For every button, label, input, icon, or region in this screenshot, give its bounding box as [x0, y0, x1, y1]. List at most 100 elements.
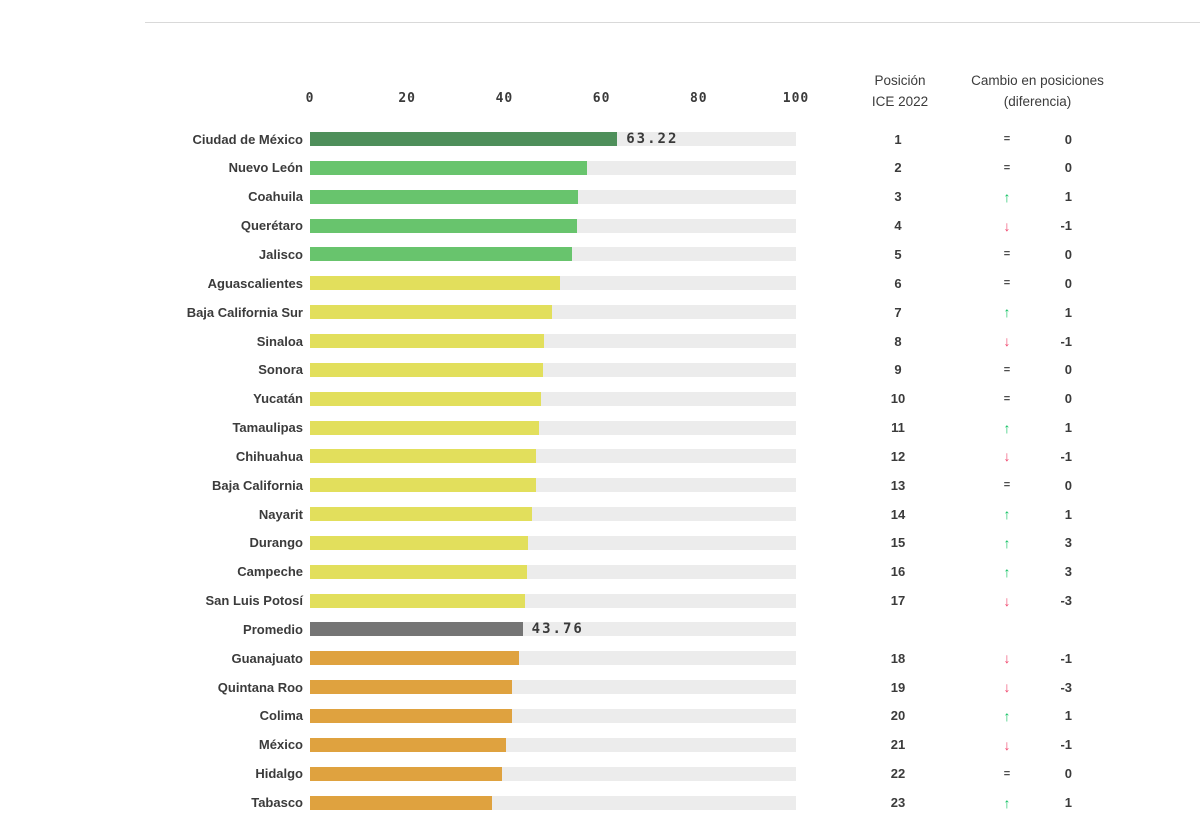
change-value: 0: [1064, 246, 1072, 262]
chart-row: Nuevo León 2 = 0: [0, 154, 1200, 183]
chart-row: Baja California 13 = 0: [0, 471, 1200, 500]
state-label: Promedio: [243, 621, 303, 637]
change-direction-icon: =: [1003, 767, 1011, 780]
chart-row: Guanajuato 18 ↓ -1: [0, 644, 1200, 673]
position-value: 17: [890, 593, 906, 609]
state-label: México: [258, 737, 303, 753]
bar-fill[interactable]: [310, 651, 520, 666]
position-value: 15: [890, 535, 906, 551]
position-value: 9: [894, 362, 902, 378]
chart-row: Quintana Roo 19 ↓ -3: [0, 673, 1200, 702]
change-header-line1: Cambio en posiciones: [971, 73, 1104, 88]
bar-track: [310, 680, 796, 695]
chart-row: Ciudad de México 63.22 1 = 0: [0, 125, 1200, 154]
bar-fill[interactable]: [310, 478, 536, 493]
bar-track: [310, 766, 796, 781]
change-direction-icon: =: [1003, 363, 1011, 376]
change-value: 3: [1064, 535, 1072, 551]
bar-track: [310, 564, 796, 579]
state-label: Querétaro: [240, 218, 303, 234]
change-direction-icon: ↑: [1003, 419, 1011, 436]
bar-fill[interactable]: [310, 737, 506, 752]
axis-tick-label: 60: [592, 91, 611, 106]
change-direction-icon: ↑: [1003, 188, 1011, 205]
chart-row: Sonora 9 = 0: [0, 355, 1200, 384]
change-direction-icon: ↑: [1003, 707, 1011, 724]
bar-fill[interactable]: [310, 507, 532, 522]
change-value: -1: [1060, 737, 1072, 753]
change-direction-icon: ↓: [1003, 448, 1011, 465]
bar-fill[interactable]: [310, 132, 618, 147]
chart-row: Hidalgo 22 = 0: [0, 759, 1200, 788]
change-direction-icon: ↓: [1003, 736, 1011, 753]
change-value: 1: [1064, 189, 1072, 205]
bar-track: [310, 305, 796, 320]
change-direction-icon: ↑: [1003, 534, 1011, 551]
state-label: Campeche: [237, 564, 303, 580]
bar-track: [310, 507, 796, 522]
change-direction-icon: =: [1003, 392, 1011, 405]
state-label: Colima: [259, 708, 303, 724]
bar-fill[interactable]: [310, 795, 493, 810]
change-direction-icon: ↓: [1003, 333, 1011, 350]
bar-fill[interactable]: [310, 420, 540, 435]
chart-row: Aguascalientes 6 = 0: [0, 269, 1200, 298]
change-direction-icon: ↓: [1003, 650, 1011, 667]
bar-fill[interactable]: [310, 362, 543, 377]
bar-value-label: 63.22: [626, 131, 679, 148]
state-label: San Luis Potosí: [205, 593, 303, 609]
axis-tick-label: 100: [782, 91, 810, 106]
bar-fill[interactable]: [310, 391, 541, 406]
change-value: -1: [1060, 218, 1072, 234]
bar-fill[interactable]: [310, 535, 529, 550]
position-value: 7: [894, 304, 902, 320]
change-value: -3: [1060, 593, 1072, 609]
bar-fill[interactable]: [310, 622, 523, 637]
change-value: -1: [1060, 650, 1072, 666]
state-label: Hidalgo: [255, 766, 303, 782]
bar-fill[interactable]: [310, 276, 561, 291]
bar-fill[interactable]: [310, 680, 512, 695]
bar-track: [310, 218, 796, 233]
bar-fill[interactable]: [310, 334, 544, 349]
position-value: 8: [894, 333, 902, 349]
bar-fill[interactable]: [310, 247, 573, 262]
change-header-line2: (diferencia): [1003, 94, 1072, 109]
chart-row: Promedio 43.76: [0, 615, 1200, 644]
axis-tick-label: 0: [305, 91, 315, 106]
axis-tick-label: 80: [689, 91, 708, 106]
position-value: 6: [894, 275, 902, 291]
axis-tick-label: 40: [495, 91, 514, 106]
position-value: 20: [890, 708, 906, 724]
bar-track: [310, 391, 796, 406]
state-label: Nayarit: [258, 506, 303, 522]
position-value: 16: [890, 564, 906, 580]
state-label: Ciudad de México: [192, 131, 303, 147]
position-value: 21: [890, 737, 906, 753]
bar-fill[interactable]: [310, 305, 553, 320]
chart-row: Tabasco 23 ↑ 1: [0, 788, 1200, 817]
state-label: Guanajuato: [231, 650, 303, 666]
bar-fill[interactable]: [310, 708, 512, 723]
change-value: 0: [1064, 766, 1072, 782]
position-value: 11: [891, 420, 905, 436]
state-label: Jalisco: [258, 246, 303, 262]
bar-fill[interactable]: [310, 449, 537, 464]
chart-row: Chihuahua 12 ↓ -1: [0, 442, 1200, 471]
bar-fill[interactable]: [310, 593, 525, 608]
bar-track: [310, 160, 796, 175]
bar-fill[interactable]: [310, 160, 588, 175]
change-direction-icon: ↑: [1003, 304, 1011, 321]
bar-fill[interactable]: [310, 189, 579, 204]
bar-fill[interactable]: [310, 564, 527, 579]
chart-row: Querétaro 4 ↓ -1: [0, 211, 1200, 240]
bar-fill[interactable]: [310, 766, 502, 781]
position-value: 14: [890, 506, 906, 522]
change-value: 0: [1064, 131, 1072, 147]
change-value: 1: [1064, 795, 1072, 811]
bar-track: 43.76: [310, 622, 796, 637]
bar-fill[interactable]: [310, 218, 578, 233]
bar-track: [310, 247, 796, 262]
bar-track: 63.22: [310, 131, 796, 148]
change-direction-icon: ↓: [1003, 217, 1011, 234]
